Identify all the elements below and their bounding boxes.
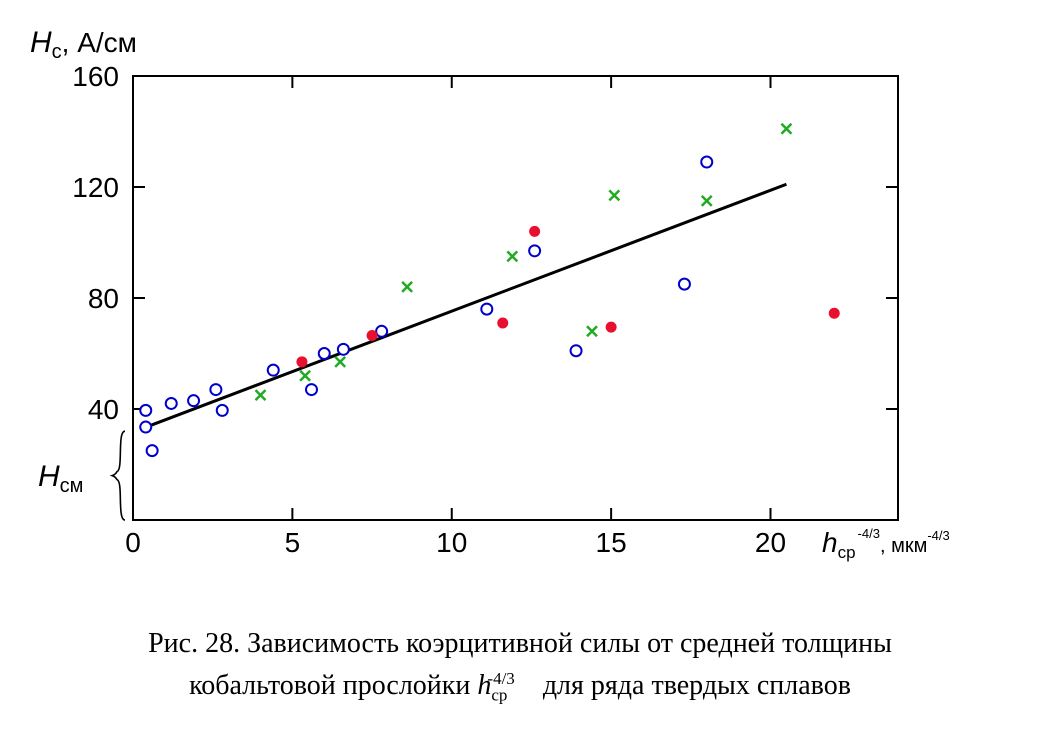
x-tick-label: 15 <box>596 527 627 558</box>
point-open-circle <box>480 302 494 316</box>
point-filled-circle <box>529 225 541 237</box>
x-tick-label: 20 <box>755 527 786 558</box>
tick-labels: 0 5 10 15 20 40 80 120 160 <box>72 61 786 558</box>
point-open-circle <box>317 347 331 360</box>
h-cm-label: Hсм <box>38 460 83 497</box>
y-axis-label: Hc, А/см <box>30 26 137 63</box>
figure-caption-line-2: кобальтовой прослойки hср-4/3 для ряда т… <box>0 668 1040 705</box>
caption-sup: -4/3 <box>487 668 515 688</box>
h-cm-annotation: Hсм <box>38 430 126 521</box>
data-points <box>139 122 840 458</box>
point-open-circle <box>336 342 350 356</box>
point-cross <box>254 389 267 402</box>
coercive-force-chart: 0 5 10 15 20 40 80 120 160 Hc, А/см hср-4/3, мкм… <box>30 26 950 562</box>
point-filled-circle <box>366 329 378 341</box>
regression-line <box>142 182 787 430</box>
caption-sub: ср <box>491 685 508 705</box>
y-tick-label: 120 <box>72 172 119 203</box>
curly-brace <box>109 430 126 521</box>
point-open-circle <box>677 277 691 291</box>
y-tick-label: 160 <box>72 61 119 92</box>
y-tick-label: 80 <box>88 283 119 314</box>
point-open-circle <box>164 396 178 410</box>
point-open-circle <box>187 394 201 408</box>
point-open-circle <box>375 324 389 338</box>
x-axis-label: hср-4/3, мкм-4/3 <box>822 526 950 562</box>
point-open-circle <box>139 403 153 417</box>
point-cross <box>299 369 312 382</box>
plot-border <box>132 75 899 521</box>
x-tick-label: 10 <box>436 527 467 558</box>
point-open-circle <box>145 444 159 458</box>
point-cross <box>700 194 713 207</box>
point-open-circle <box>209 383 223 397</box>
trend-line <box>142 182 787 430</box>
plot-frame <box>132 75 899 521</box>
point-filled-circle <box>605 321 617 333</box>
caption-var: h <box>477 670 492 701</box>
point-filled-circle <box>497 317 509 329</box>
point-open-circle <box>305 383 318 397</box>
point-open-circle <box>700 155 714 169</box>
point-filled-circle <box>296 356 308 368</box>
caption-prefix: кобальтовой прослойки <box>189 670 478 701</box>
point-cross <box>506 250 519 263</box>
point-filled-circle <box>828 307 840 319</box>
point-open-circle <box>266 363 280 377</box>
x-tick-label: 0 <box>125 527 141 558</box>
point-cross <box>401 281 414 293</box>
point-open-circle <box>215 403 229 417</box>
point-cross <box>608 189 621 202</box>
point-open-circle <box>139 420 153 434</box>
point-open-circle <box>528 244 542 258</box>
y-tick-label: 40 <box>88 394 119 425</box>
x-tick-label: 5 <box>285 527 301 558</box>
point-cross <box>780 122 793 135</box>
figure-caption-line-1: Рис. 28. Зависимость коэрцитивной силы о… <box>148 628 892 659</box>
point-cross <box>334 355 347 368</box>
point-open-circle <box>569 344 583 358</box>
axis-ticks <box>133 76 898 520</box>
point-cross <box>586 325 598 338</box>
caption-suffix: для ряда твердых сплавов <box>542 670 851 701</box>
